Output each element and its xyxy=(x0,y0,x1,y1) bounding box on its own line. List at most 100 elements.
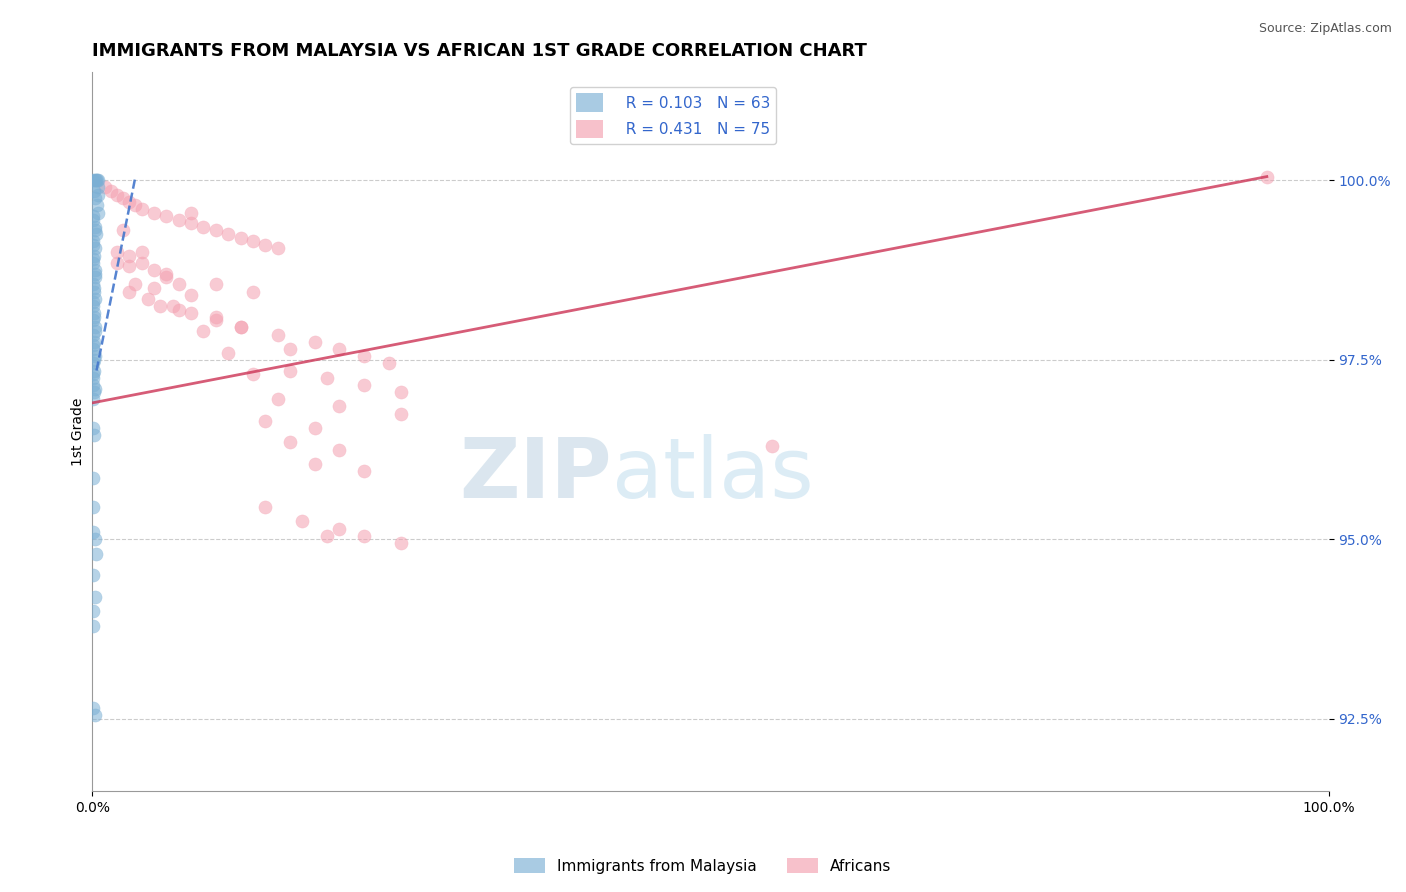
Point xyxy=(353,349,375,363)
Point xyxy=(143,263,166,277)
Point xyxy=(316,529,339,543)
Point xyxy=(83,267,105,281)
Point xyxy=(82,500,104,514)
Point xyxy=(82,392,104,407)
Point xyxy=(82,295,104,310)
Point xyxy=(180,306,202,320)
Y-axis label: 1st Grade: 1st Grade xyxy=(72,398,86,466)
Point xyxy=(304,457,326,471)
Point xyxy=(131,256,153,270)
Legend:   R = 0.103   N = 63,   R = 0.431   N = 75: R = 0.103 N = 63, R = 0.431 N = 75 xyxy=(569,87,776,145)
Point xyxy=(83,590,105,604)
Point xyxy=(136,292,159,306)
Point xyxy=(242,285,264,299)
Point xyxy=(82,701,104,715)
Point xyxy=(304,421,326,435)
Point xyxy=(167,212,190,227)
Point xyxy=(83,382,105,396)
Point xyxy=(84,173,107,187)
Point xyxy=(118,249,141,263)
Point xyxy=(229,320,252,334)
Point xyxy=(112,191,135,205)
Point xyxy=(389,536,412,550)
Point xyxy=(266,327,288,342)
Point xyxy=(180,205,202,219)
Point xyxy=(316,370,339,384)
Point xyxy=(83,223,105,237)
Point xyxy=(82,568,104,582)
Point xyxy=(180,288,202,302)
Point xyxy=(83,249,105,263)
Point xyxy=(131,202,153,216)
Point xyxy=(278,363,301,377)
Point xyxy=(155,270,177,285)
Point xyxy=(83,334,105,349)
Point xyxy=(82,313,104,327)
Point xyxy=(205,310,228,324)
Point xyxy=(229,230,252,244)
Point xyxy=(83,349,105,363)
Point xyxy=(155,267,177,281)
Point xyxy=(254,500,277,514)
Point xyxy=(83,219,105,234)
Point xyxy=(87,180,110,194)
Point xyxy=(82,277,104,292)
Point xyxy=(82,421,104,435)
Point xyxy=(83,363,105,377)
Point xyxy=(328,442,350,457)
Text: IMMIGRANTS FROM MALAYSIA VS AFRICAN 1ST GRADE CORRELATION CHART: IMMIGRANTS FROM MALAYSIA VS AFRICAN 1ST … xyxy=(93,42,868,60)
Point xyxy=(124,198,146,212)
Point xyxy=(389,407,412,421)
Point xyxy=(143,281,166,295)
Point xyxy=(83,173,105,187)
Point xyxy=(254,414,277,428)
Point xyxy=(328,342,350,356)
Point xyxy=(82,618,104,632)
Point xyxy=(304,334,326,349)
Point xyxy=(167,277,190,292)
Point xyxy=(82,327,104,342)
Point xyxy=(82,471,104,485)
Point xyxy=(242,234,264,248)
Point xyxy=(87,173,110,187)
Point xyxy=(118,285,141,299)
Point xyxy=(83,242,105,256)
Point xyxy=(205,313,228,327)
Point xyxy=(100,184,122,198)
Point xyxy=(143,205,166,219)
Point xyxy=(82,378,104,392)
Point xyxy=(93,180,115,194)
Text: atlas: atlas xyxy=(612,434,813,516)
Point xyxy=(84,547,107,561)
Text: Source: ZipAtlas.com: Source: ZipAtlas.com xyxy=(1258,22,1392,36)
Point xyxy=(82,299,104,313)
Point xyxy=(162,299,184,313)
Point xyxy=(149,299,172,313)
Point xyxy=(82,256,104,270)
Point xyxy=(82,173,104,187)
Point xyxy=(217,345,239,359)
Point xyxy=(83,324,105,338)
Point xyxy=(112,223,135,237)
Point xyxy=(266,392,288,407)
Point xyxy=(205,223,228,237)
Point xyxy=(105,245,128,260)
Point xyxy=(229,320,252,334)
Point xyxy=(84,270,107,285)
Point xyxy=(328,400,350,414)
Point xyxy=(278,342,301,356)
Point xyxy=(118,260,141,274)
Point xyxy=(82,370,104,384)
Point xyxy=(205,277,228,292)
Point xyxy=(167,302,190,317)
Point xyxy=(353,464,375,478)
Point xyxy=(83,428,105,442)
Point xyxy=(83,385,105,400)
Point xyxy=(83,708,105,723)
Point xyxy=(87,187,110,202)
Point xyxy=(83,285,105,299)
Point xyxy=(87,205,110,219)
Point xyxy=(278,435,301,450)
Point xyxy=(83,533,105,547)
Point xyxy=(118,194,141,209)
